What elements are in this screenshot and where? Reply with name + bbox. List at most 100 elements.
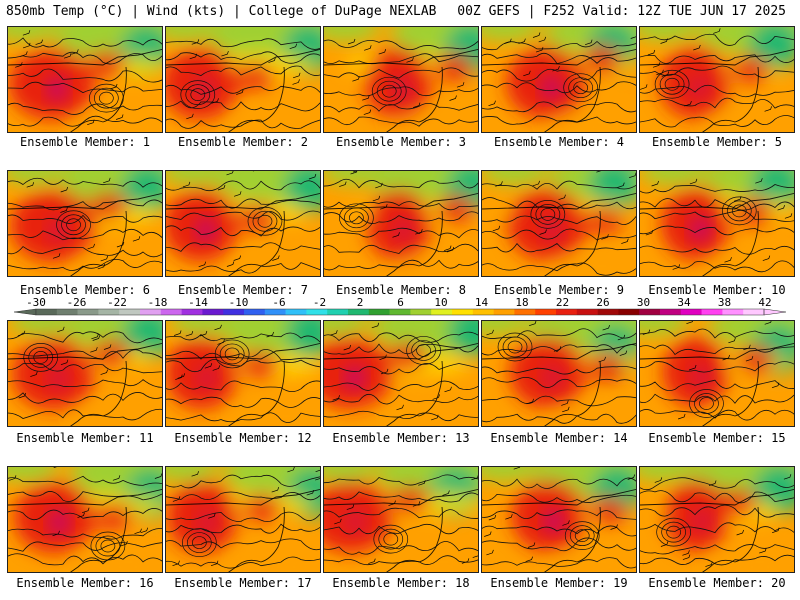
- colorbar-tick-label: 38: [718, 296, 731, 309]
- ensemble-member-label: Ensemble Member: 16: [16, 576, 154, 590]
- ensemble-member-label: Ensemble Member: 14: [490, 431, 628, 445]
- ensemble-member-label: Ensemble Member: 1: [19, 135, 151, 149]
- colorbar-swatch: [327, 309, 349, 315]
- temperature-field: [8, 171, 162, 276]
- colorbar-swatch: [368, 309, 390, 315]
- ensemble-member-map: [639, 320, 795, 427]
- ensemble-member-map: [481, 320, 637, 427]
- temperature-field: [482, 171, 636, 276]
- colorbar-swatch: [493, 309, 515, 315]
- colorbar-swatch: [514, 309, 536, 315]
- colorbar-swatch: [639, 309, 661, 315]
- temperature-field: [324, 467, 478, 572]
- colorbar-swatch: [472, 309, 494, 315]
- colorbar-swatch: [160, 309, 182, 315]
- temperature-field: [482, 321, 636, 426]
- colorbar-tick-label: -30: [26, 296, 46, 309]
- temperature-field: [482, 27, 636, 132]
- colorbar-tick-label: 42: [758, 296, 771, 309]
- colorbar-swatch: [410, 309, 432, 315]
- ensemble-member-label: Ensemble Member: 6: [19, 283, 151, 297]
- temperature-field: [640, 171, 794, 276]
- temperature-field: [166, 27, 320, 132]
- colorbar-swatch: [98, 309, 120, 315]
- colorbar-tick-label: 34: [677, 296, 691, 309]
- colorbar-swatch: [618, 309, 640, 315]
- ensemble-member-label: Ensemble Member: 4: [493, 135, 625, 149]
- colorbar-tick-label: 14: [475, 296, 489, 309]
- ensemble-member-map: [7, 170, 163, 277]
- temperature-field: [640, 27, 794, 132]
- ensemble-member-label: Ensemble Member: 13: [332, 431, 470, 445]
- colorbar-tick-label: -10: [229, 296, 249, 309]
- ensemble-member-map: [481, 170, 637, 277]
- colorbar-tick-label: 10: [434, 296, 447, 309]
- ensemble-member-label: Ensemble Member: 11: [16, 431, 154, 445]
- ensemble-member-label: Ensemble Member: 5: [651, 135, 783, 149]
- colorbar-tick-label: 6: [397, 296, 404, 309]
- colorbar-swatch: [223, 309, 245, 315]
- colorbar-swatch: [348, 309, 370, 315]
- ensemble-member-map: [323, 170, 479, 277]
- colorbar-swatch: [660, 309, 682, 315]
- colorbar-tick-label: -22: [107, 296, 127, 309]
- colorbar-tick-label: 22: [556, 296, 569, 309]
- colorbar-swatch: [244, 309, 266, 315]
- temperature-field: [482, 467, 636, 572]
- colorbar-swatch: [701, 309, 723, 315]
- temperature-field: [324, 321, 478, 426]
- ensemble-member-label: Ensemble Member: 20: [648, 576, 786, 590]
- colorbar-tick-label: 2: [357, 296, 364, 309]
- ensemble-member-map: [481, 26, 637, 133]
- ensemble-member-label: Ensemble Member: 18: [332, 576, 470, 590]
- ensemble-member-map: [165, 466, 321, 573]
- colorbar-tick-label: -14: [188, 296, 208, 309]
- colorbar-swatch: [119, 309, 141, 315]
- colorbar-swatch: [140, 309, 162, 315]
- colorbar-swatch: [77, 309, 99, 315]
- colorbar-swatch: [181, 309, 203, 315]
- ensemble-member-label: Ensemble Member: 19: [490, 576, 628, 590]
- colorbar-swatch: [36, 309, 58, 315]
- ensemble-member-map: [639, 466, 795, 573]
- colorbar-swatch: [264, 309, 286, 315]
- colorbar-swatch: [680, 309, 702, 315]
- colorbar-tick-label: 26: [596, 296, 609, 309]
- colorbar-swatch: [56, 309, 78, 315]
- colorbar-swatch: [202, 309, 224, 315]
- colorbar-swatch: [285, 309, 307, 315]
- ensemble-member-label: Ensemble Member: 10: [648, 283, 786, 297]
- ensemble-member-map: [165, 26, 321, 133]
- colorbar-tick-label: 30: [637, 296, 650, 309]
- temperature-field: [324, 171, 478, 276]
- temperature-field: [640, 467, 794, 572]
- temperature-field: [166, 321, 320, 426]
- header-valid-time: 00Z GEFS | F252 Valid: 12Z TUE JUN 17 20…: [457, 4, 786, 19]
- ensemble-member-map: [481, 466, 637, 573]
- ensemble-member-map: [7, 320, 163, 427]
- ensemble-member-map: [323, 466, 479, 573]
- ensemble-member-map: [323, 320, 479, 427]
- ensemble-member-label: Ensemble Member: 17: [174, 576, 312, 590]
- header-title: 850mb Temp (°C) | Wind (kts) | College o…: [6, 4, 437, 19]
- ensemble-member-label: Ensemble Member: 9: [493, 283, 625, 297]
- colorbar-swatch: [597, 309, 619, 315]
- temperature-field: [8, 321, 162, 426]
- temperature-colorbar: -30 -26 -22 -18 -14 -10 -6 -2 2 6 10 14 18 22 26 30 34 38…: [13, 296, 787, 316]
- colorbar-swatch: [743, 309, 765, 315]
- colorbar-tick-label: -18: [148, 296, 168, 309]
- ensemble-member-map: [323, 26, 479, 133]
- colorbar-tick-label: -26: [67, 296, 87, 309]
- colorbar-tick-label: -6: [272, 296, 285, 309]
- temperature-field: [166, 467, 320, 572]
- colorbar-tick-label: 18: [515, 296, 528, 309]
- ensemble-member-map: [7, 466, 163, 573]
- colorbar-swatch: [556, 309, 578, 315]
- temperature-field: [8, 467, 162, 572]
- colorbar-swatch: [431, 309, 453, 315]
- colorbar-swatch: [722, 309, 744, 315]
- temperature-field: [324, 27, 478, 132]
- ensemble-member-label: Ensemble Member: 7: [177, 283, 309, 297]
- colorbar-swatch: [306, 309, 328, 315]
- ensemble-member-label: Ensemble Member: 15: [648, 431, 786, 445]
